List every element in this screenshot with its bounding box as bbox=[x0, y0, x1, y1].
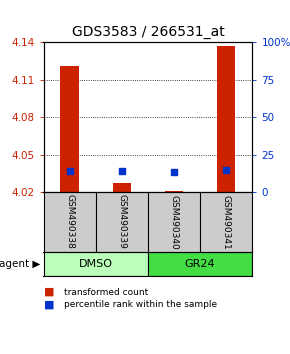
Point bbox=[67, 168, 72, 174]
Text: GR24: GR24 bbox=[185, 259, 215, 269]
Bar bbox=[113, 183, 131, 192]
Bar bbox=[148, 252, 252, 276]
Text: ■: ■ bbox=[44, 299, 54, 309]
Bar bbox=[44, 252, 148, 276]
Point bbox=[224, 167, 229, 172]
Text: GSM490341: GSM490341 bbox=[222, 195, 231, 249]
Title: GDS3583 / 266531_at: GDS3583 / 266531_at bbox=[72, 25, 224, 39]
Text: GSM490339: GSM490339 bbox=[117, 194, 126, 249]
Text: percentile rank within the sample: percentile rank within the sample bbox=[64, 300, 217, 309]
Point bbox=[172, 169, 176, 175]
Text: transformed count: transformed count bbox=[64, 287, 148, 297]
Bar bbox=[217, 46, 235, 192]
Bar bbox=[60, 66, 79, 192]
Point bbox=[119, 168, 124, 174]
Text: DMSO: DMSO bbox=[79, 259, 113, 269]
Bar bbox=[165, 191, 183, 192]
Text: ■: ■ bbox=[44, 287, 54, 297]
Text: agent ▶: agent ▶ bbox=[0, 259, 41, 269]
Text: GSM490338: GSM490338 bbox=[65, 194, 74, 249]
Text: GSM490340: GSM490340 bbox=[169, 195, 179, 249]
